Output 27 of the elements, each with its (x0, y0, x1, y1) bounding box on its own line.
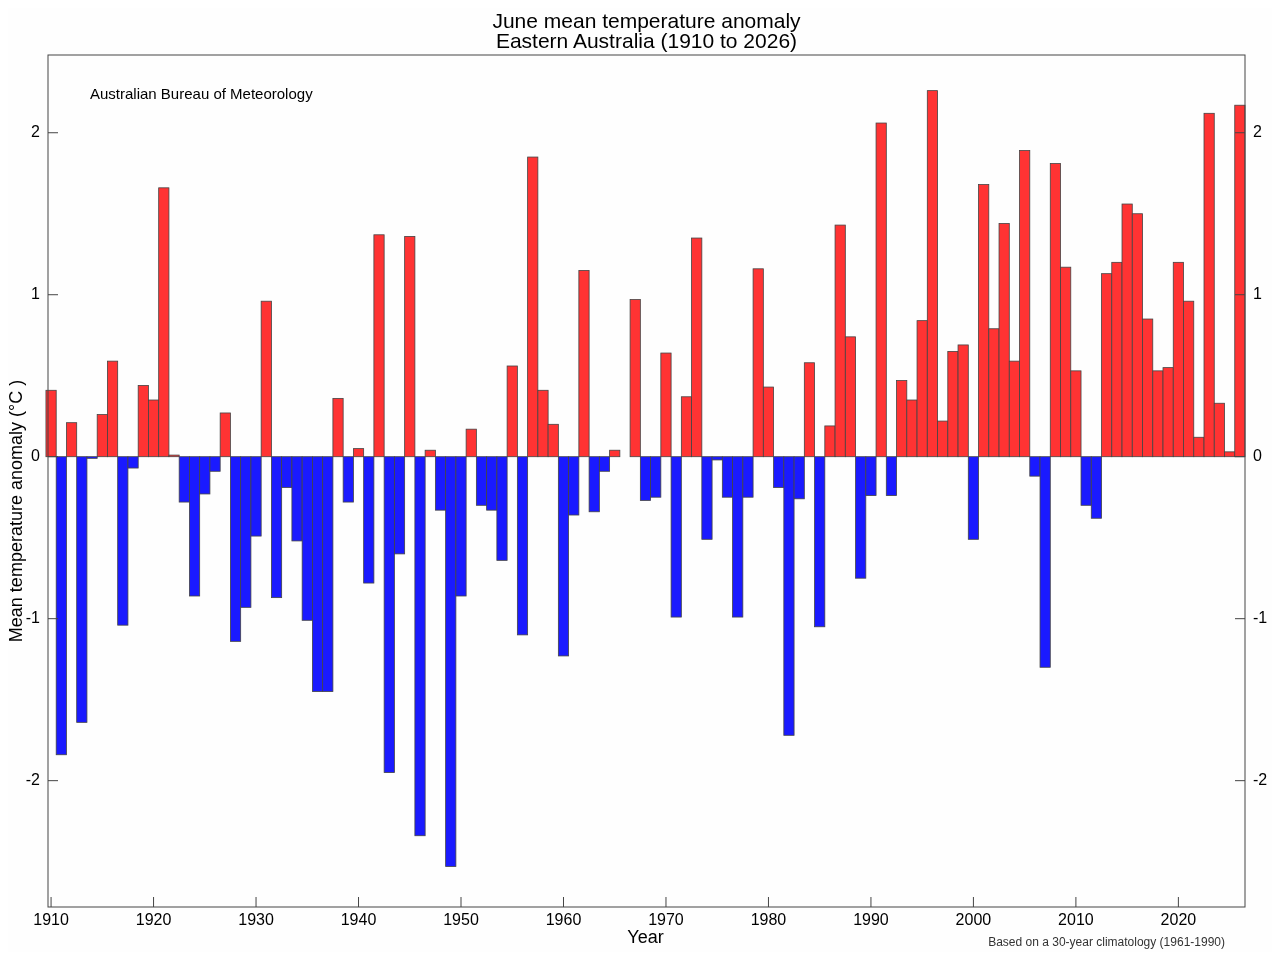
x-tick-label: 1990 (853, 911, 889, 929)
y-tick-label: 1 (31, 284, 41, 302)
annotation: Australian Bureau of Meteorology (90, 84, 314, 102)
x-tick-label: 1960 (545, 911, 582, 929)
y-axis-title: Mean temperature anomaly (°C ) (5, 379, 26, 643)
y-tick-label: 0 (31, 446, 41, 464)
x-tick-label: 2010 (1058, 911, 1094, 929)
x-tick-label: 1940 (340, 911, 377, 929)
y2-tick-label: 0 (1253, 446, 1262, 464)
x-tick-label: 2000 (955, 911, 992, 929)
y2-tick-label: 2 (1253, 122, 1262, 140)
x-tick-label: 1980 (750, 911, 787, 929)
text: Based on a 30-year climatology (1961-1990) (988, 935, 1225, 950)
x-tick-label: 1910 (33, 911, 69, 929)
x-tick-label: 2020 (1160, 911, 1197, 929)
x-tick-label: 1950 (443, 911, 479, 929)
x-tick-label: 1920 (135, 911, 172, 929)
y-tick-label: -2 (25, 770, 41, 788)
x-tick-label: 1930 (238, 911, 274, 929)
y2-tick-label: -1 (1253, 608, 1268, 626)
x-tick-label: 1970 (648, 911, 684, 929)
y2-tick-label: -2 (1253, 770, 1268, 788)
x-axis-title: Year (627, 926, 664, 947)
chart-title: June mean temperature anomaly (492, 8, 802, 32)
y-tick-label: 2 (31, 122, 41, 140)
y2-tick-label: 1 (1253, 284, 1262, 302)
y-tick-label: -1 (25, 608, 41, 626)
